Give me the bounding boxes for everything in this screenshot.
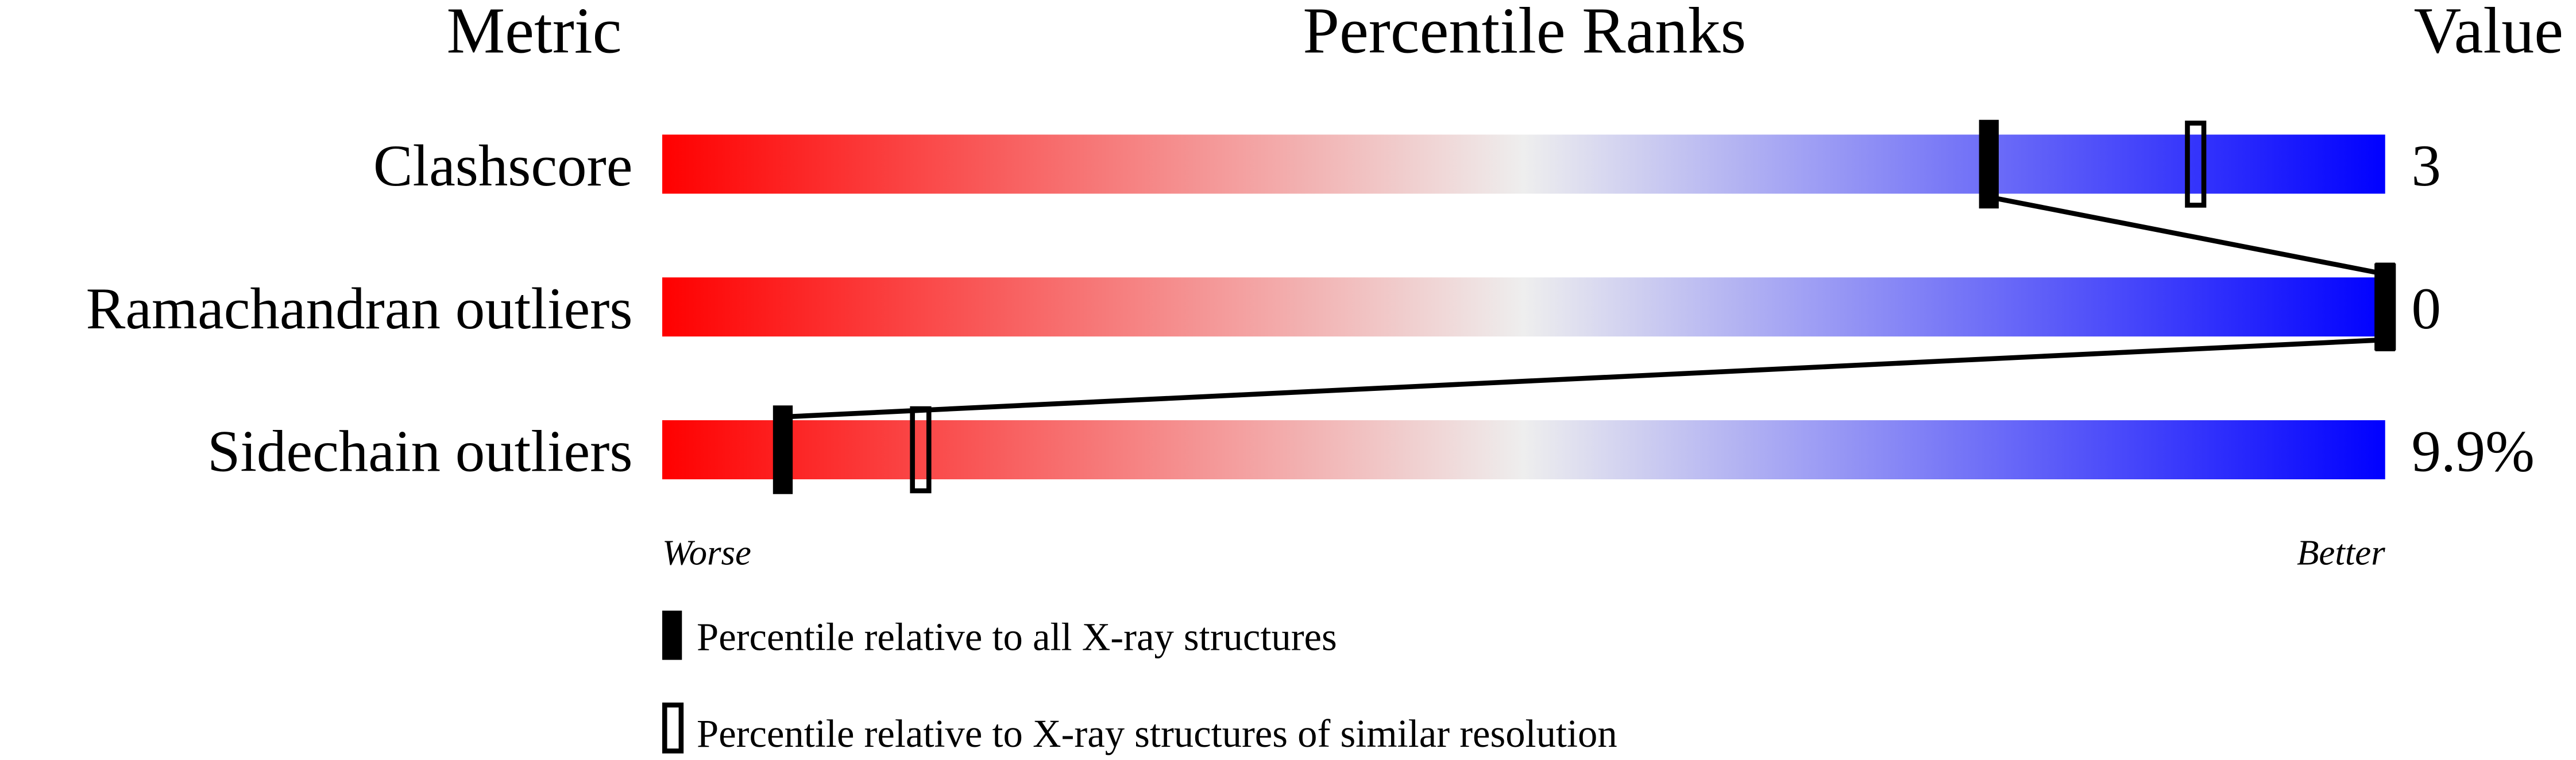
better-label: Better xyxy=(2297,533,2385,573)
percentile-bar xyxy=(662,277,2385,337)
legend-filled-label: Percentile relative to all X-ray structu… xyxy=(697,615,1337,658)
header-percentile-ranks: Percentile Ranks xyxy=(1303,0,1746,67)
marker-all-structures xyxy=(2375,262,2395,351)
legend-filled-marker xyxy=(662,610,682,660)
marker-all-structures xyxy=(1979,119,1999,209)
header-value: Value xyxy=(2414,0,2563,67)
percentile-bar xyxy=(662,134,2385,194)
legend-open-marker xyxy=(662,702,684,754)
metric-label: Ramachandran outliers xyxy=(86,276,633,342)
percentile-link-line xyxy=(1988,194,2386,277)
header-metric: Metric xyxy=(447,0,622,67)
metric-label: Clashscore xyxy=(373,133,633,199)
percentile-link-line xyxy=(782,337,2385,420)
metric-value: 3 xyxy=(2411,133,2440,199)
legend-open-label: Percentile relative to X-ray structures … xyxy=(697,712,1617,755)
worse-label: Worse xyxy=(662,533,751,573)
percentile-bar xyxy=(662,420,2385,480)
marker-similar-resolution xyxy=(910,406,932,494)
metric-value: 9.9% xyxy=(2411,419,2534,484)
marker-all-structures xyxy=(773,405,793,494)
marker-similar-resolution xyxy=(2185,121,2207,208)
metric-value: 0 xyxy=(2411,276,2440,342)
metric-label: Sidechain outliers xyxy=(207,419,632,484)
